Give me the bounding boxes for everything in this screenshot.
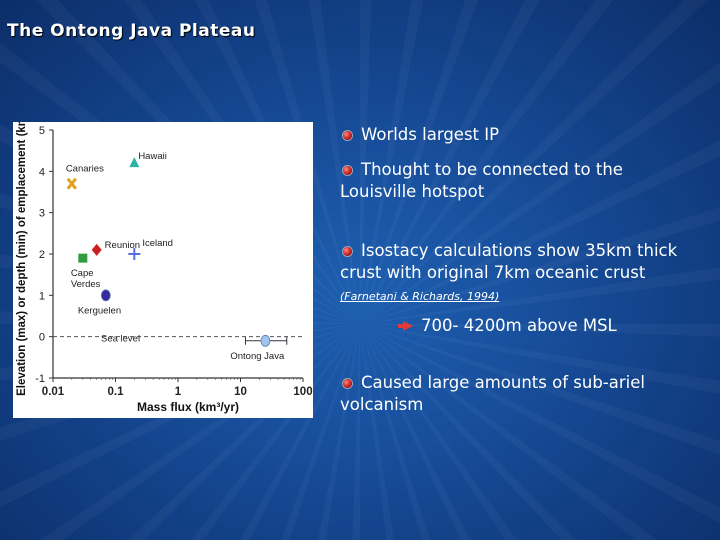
cape-verdes-label: Verdes [71,279,101,290]
bullet-dot-icon [343,165,352,175]
kerguelen-marker [100,289,111,302]
bullet-1: Worlds largest IP [340,124,700,146]
bullet-1-text: Worlds largest IP [361,125,500,144]
canaries-label: Canaries [66,164,104,175]
hawaii-label: Hawaii [138,151,167,162]
sub-bullet-text: 700- 4200m above MSL [421,316,617,335]
bullet-4-text: Caused large amounts of sub-ariel volcan… [340,373,645,414]
bullet-dot-icon [343,378,352,388]
y-tick-label: 2 [39,249,45,261]
bullet-4: Caused large amounts of sub-ariel volcan… [340,372,700,416]
chart-panel: -1 0 1 2 3 4 5 0.01 0.1 1 10 100 Mass flux (km³/yr) E… [13,122,313,418]
hawaii-marker [129,157,140,168]
x-tick-label: 1 [175,386,182,398]
kerguelen-label: Kerguelen [78,305,121,316]
y-tick-label: -1 [35,373,45,385]
reunion-marker [91,243,102,256]
y-tick-label: 0 [39,332,45,344]
bullet-dot-icon [343,246,352,256]
slide-title: The Ontong Java Plateau [7,21,256,41]
x-tick-label: 0.1 [108,386,125,398]
y-tick-label: 4 [39,166,45,178]
sea-level-label: Sea level [101,334,140,345]
bullet-dot-icon [343,130,352,140]
cape-verdes-label: Cape [71,268,94,279]
ontong-java-label: Ontong Java [230,351,285,362]
bullet-3: Isostacy calculations show 35km thick cr… [340,240,700,308]
arrow-bullet-icon [398,320,413,331]
bullet-3-text: Isostacy calculations show 35km thick cr… [340,241,678,282]
x-tick-label: 10 [234,386,247,398]
bullet-2: Thought to be connected to the Louisvill… [340,159,700,203]
iceland-label: Iceland [142,238,173,249]
ontong-java-marker [260,334,271,347]
x-tick-label: 0.01 [42,386,65,398]
bullet-2-text: Thought to be connected to the Louisvill… [340,160,623,201]
bullet-3-citation: (Farnetani & Richards, 1994) [340,290,500,303]
y-tick-label: 1 [39,290,45,302]
reunion-label: Reunion [105,240,140,251]
x-tick-label: 100 [293,386,312,398]
y-tick-label: 3 [39,208,45,220]
x-axis-label: Mass flux (km³/yr) [137,400,239,414]
scatter-chart: -1 0 1 2 3 4 5 0.01 0.1 1 10 100 Mass flux (km³/yr) E… [16,122,313,414]
cape-verdes-marker [78,253,88,263]
y-axis-label: Elevation (max) or depth (min) of emplac… [16,122,28,396]
sub-bullet: 700- 4200m above MSL [398,315,617,337]
y-tick-label: 5 [39,125,45,137]
canaries-marker [66,177,77,190]
